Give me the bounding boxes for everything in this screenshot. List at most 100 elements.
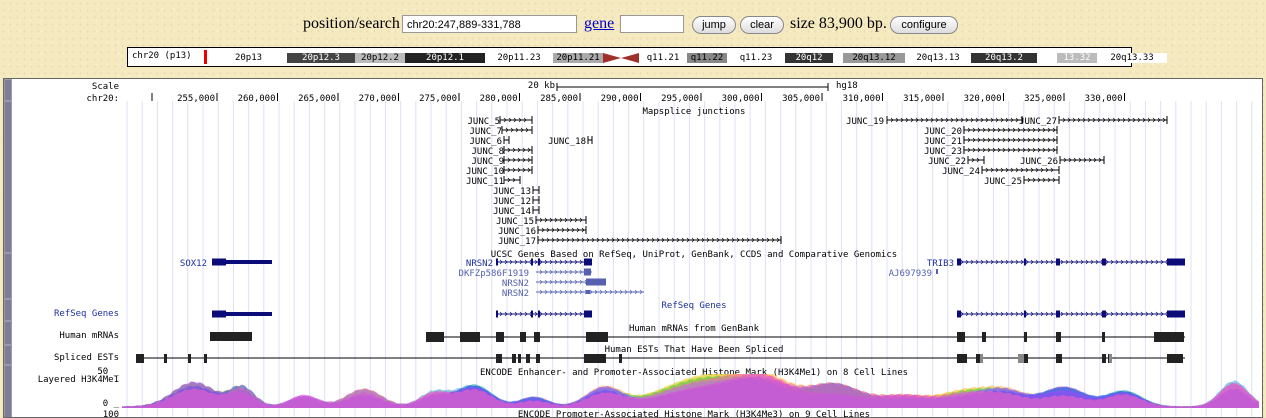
strand-arrow: [950, 117, 954, 123]
strand-arrow: [1042, 137, 1046, 143]
strand-arrow: [508, 117, 512, 123]
ruler-tick-label: 280,000: [480, 94, 518, 104]
strand-arrow: [1062, 117, 1066, 123]
gene-label-nrsn2-b: NRSN2: [502, 279, 529, 289]
strand-arrow: [1075, 311, 1079, 317]
strand-arrow: [564, 311, 568, 317]
strand-arrow: [651, 237, 655, 243]
strand-arrow: [559, 259, 563, 265]
gene-input[interactable]: [620, 15, 684, 33]
strand-arrow: [551, 237, 555, 243]
strand-arrow: [706, 237, 710, 243]
gene-link[interactable]: gene: [584, 15, 615, 32]
strand-arrow: [1015, 167, 1019, 173]
strand-arrow: [1050, 311, 1054, 317]
clear-button[interactable]: clear: [740, 16, 784, 34]
track-side-button: [5, 254, 11, 298]
strand-arrow: [512, 147, 516, 153]
strand-arrow: [616, 237, 620, 243]
ucsc-gene-nrsn2-exon: [531, 258, 533, 266]
strand-arrow: [579, 279, 583, 285]
refseq-track-title: RefSeq Genes: [661, 301, 726, 311]
strand-arrow: [1040, 167, 1044, 173]
strand-arrow: [975, 311, 979, 317]
strand-arrow: [566, 237, 570, 243]
strand-arrow: [591, 237, 595, 243]
est-exon: [1056, 354, 1062, 363]
strand-arrow: [629, 289, 633, 295]
strand-arrow: [564, 217, 568, 223]
track-side-button: [5, 300, 11, 320]
strand-arrow: [551, 227, 555, 233]
mrna-exon: [957, 332, 965, 342]
ideogram-band[interactable]: [1037, 53, 1057, 63]
ruler-tick-label: 270,000: [359, 94, 397, 104]
strand-arrow: [1025, 259, 1029, 265]
chromosome-ideogram[interactable]: chr20 (p13) 20p13 20p12.3 20p12.2 20p12.1 20…: [127, 47, 1167, 67]
ideogram-band[interactable]: 20p12.2: [355, 53, 405, 63]
strand-arrow: [559, 279, 563, 285]
ideogram-band[interactable]: 13.32: [1057, 53, 1097, 63]
strand-arrow: [900, 117, 904, 123]
strand-arrow: [1105, 259, 1109, 265]
ideogram-band[interactable]: 20p11.23: [485, 53, 553, 63]
ideogram-band[interactable]: 20p12.1: [405, 53, 485, 63]
strand-arrow: [1060, 311, 1064, 317]
strand-arrow: [527, 167, 531, 173]
ruler-tick-label: 275,000: [419, 94, 457, 104]
strand-arrow: [574, 289, 578, 295]
strand-arrow: [517, 167, 521, 173]
strand-arrow: [1070, 259, 1074, 265]
strand-arrow: [554, 311, 558, 317]
strand-arrow: [539, 217, 543, 223]
ideogram-band[interactable]: 20q13.12: [843, 53, 905, 63]
ideogram-band[interactable]: 20p11.21: [553, 53, 603, 63]
strand-arrow: [1150, 311, 1154, 317]
gene-label-nrsn2-c: NRSN2: [502, 289, 529, 299]
mrna-track-label: Human mRNAs: [59, 331, 119, 341]
est-exon: [1167, 354, 1183, 363]
strand-arrow: [1090, 259, 1094, 265]
strand-arrow: [977, 127, 981, 133]
strand-arrow: [579, 311, 583, 317]
ideogram-band[interactable]: 20q13.33: [1097, 53, 1167, 63]
mrna-exon: [586, 332, 608, 342]
configure-button[interactable]: configure: [890, 16, 958, 34]
strand-arrow: [1017, 127, 1021, 133]
ideogram-band[interactable]: [833, 53, 843, 63]
strand-arrow: [1042, 177, 1046, 183]
track-image[interactable]: Scale chr20: 20 kb hg18 255,000 260,000 265,00…: [4, 79, 1263, 418]
track-browser[interactable]: Scale chr20: 20 kb hg18 255,000 260,000 265,00…: [3, 78, 1263, 418]
position-input[interactable]: chr20:247,889-331,788: [402, 15, 577, 33]
ideogram-band[interactable]: q11.23: [727, 53, 785, 63]
junction-label: JUNC_20: [924, 127, 962, 137]
strand-arrow: [716, 237, 720, 243]
ideogram-band[interactable]: 20q13.2: [971, 53, 1037, 63]
ideogram-band[interactable]: 20q12: [785, 53, 833, 63]
strand-arrow: [554, 217, 558, 223]
strand-arrow: [1068, 157, 1072, 163]
ideogram-band[interactable]: q11.22: [687, 53, 727, 63]
strand-arrow: [731, 237, 735, 243]
strand-arrow: [766, 237, 770, 243]
ideogram-band[interactable]: 20p12.3: [287, 53, 355, 63]
refseq-nrsn2-exon: [531, 310, 533, 318]
ideogram-band[interactable]: 20p13: [210, 53, 287, 63]
strand-arrow: [1132, 117, 1136, 123]
strand-arrow: [514, 311, 518, 317]
strand-arrow: [1047, 127, 1051, 133]
ruler-tick-label: 300,000: [722, 94, 760, 104]
strand-arrow: [992, 137, 996, 143]
ideogram-band[interactable]: q11.21: [639, 53, 687, 63]
strand-arrow: [1130, 311, 1134, 317]
ideogram-band[interactable]: [603, 53, 639, 63]
jump-button[interactable]: jump: [692, 16, 736, 34]
ucsc-gene-nrsn2-b-exon: [586, 278, 606, 286]
strand-arrow: [1025, 167, 1029, 173]
strand-arrow: [554, 279, 558, 285]
strand-arrow: [564, 289, 568, 295]
strand-arrow: [990, 311, 994, 317]
ideogram-band[interactable]: 20q13.13: [905, 53, 971, 63]
strand-arrow: [1042, 147, 1046, 153]
strand-arrow: [726, 237, 730, 243]
